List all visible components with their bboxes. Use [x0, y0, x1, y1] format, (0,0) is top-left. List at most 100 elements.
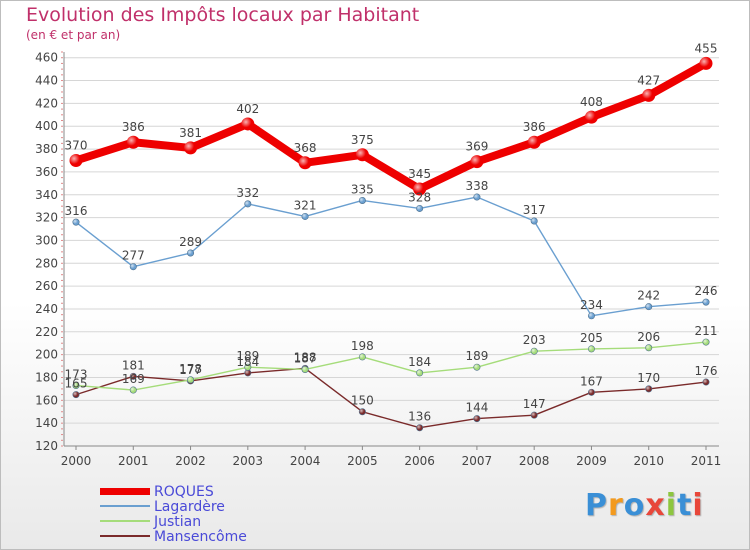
data-point-shine: [527, 135, 541, 149]
data-label: 381: [179, 126, 202, 140]
proxiti-logo: Proxiti: [585, 488, 704, 523]
data-point-shine: [244, 364, 252, 371]
data-label: 147: [523, 397, 546, 411]
data-label: 375: [351, 133, 374, 147]
data-label: 176: [695, 364, 718, 378]
data-point-shine: [72, 391, 80, 398]
data-point-shine: [642, 88, 656, 102]
data-label: 338: [465, 179, 488, 193]
x-tick-label: 2004: [290, 454, 321, 468]
data-label: 386: [122, 120, 145, 134]
legend-label-lagardere: Lagardère: [154, 499, 225, 515]
x-tick-label: 2009: [576, 454, 607, 468]
y-tick-label: 460: [35, 51, 58, 65]
data-label: 181: [122, 358, 145, 372]
data-point-shine: [645, 385, 652, 393]
data-point-shine: [413, 182, 427, 196]
data-label: 369: [465, 140, 488, 154]
data-point-shine: [126, 135, 140, 149]
logo-letter: i: [665, 488, 678, 523]
data-point-shine: [416, 424, 423, 431]
data-point-shine: [359, 197, 366, 204]
data-label: 386: [523, 120, 546, 134]
data-label: 234: [580, 298, 603, 312]
data-label: 317: [523, 203, 546, 217]
data-labels: 370 386 381 402 368 375 345 369 386 408 427 455 316 2…: [65, 41, 718, 423]
data-label: 242: [637, 289, 660, 303]
data-point-shine: [72, 218, 80, 226]
data-label: 184: [408, 355, 431, 369]
legend-swatch-justian: [100, 520, 150, 522]
y-tick-label: 340: [35, 188, 58, 202]
data-label: 332: [236, 186, 259, 200]
series-line-3: [75, 367, 707, 429]
x-tick-label: 2001: [118, 454, 149, 468]
logo-letter: x: [645, 488, 666, 523]
x-tick-label: 2006: [404, 454, 435, 468]
data-label: 368: [294, 141, 317, 155]
x-tick-label: 2005: [347, 454, 378, 468]
x-tick-label: 2011: [691, 454, 722, 468]
x-axis-ticks: 2000 2001 2002 2003 2004 2005 2006 2007 2008 2009…: [61, 446, 722, 468]
y-axis-ticks: 120 140 160 180 200 220 240 260 280 300 320 340 360 3…: [35, 51, 58, 453]
data-point-shine: [301, 366, 309, 373]
legend-label-roques: ROQUES: [154, 484, 214, 500]
y-tick-label: 140: [35, 416, 58, 430]
data-label: 178: [179, 362, 202, 376]
data-point-shine: [130, 386, 137, 394]
data-label: 150: [351, 394, 374, 408]
data-point-shine: [69, 153, 83, 167]
data-point-shine: [584, 110, 598, 124]
data-label: 328: [408, 190, 431, 204]
y-tick-label: 180: [35, 370, 58, 384]
data-point-shine: [470, 155, 484, 169]
data-label: 408: [580, 95, 603, 109]
data-label: 427: [637, 73, 660, 87]
data-point-shine: [298, 156, 312, 170]
data-label: 211: [695, 324, 718, 338]
data-label: 144: [465, 401, 488, 415]
data-label: 188: [294, 350, 317, 364]
data-label: 277: [122, 249, 145, 263]
data-label: 206: [637, 330, 660, 344]
logo-letter: t: [677, 488, 693, 523]
data-point-shine: [416, 205, 423, 212]
x-tick-label: 2000: [61, 454, 92, 468]
data-point-shine: [244, 200, 252, 208]
y-tick-label: 280: [35, 256, 58, 270]
y-tick-label: 360: [35, 165, 58, 179]
data-label: 184: [236, 355, 259, 369]
data-label: 167: [580, 374, 603, 388]
logo-letter: o: [623, 488, 646, 523]
x-tick-label: 2002: [175, 454, 206, 468]
y-tick-label: 300: [35, 233, 58, 247]
data-point-shine: [530, 217, 538, 225]
data-label: 187: [294, 351, 317, 365]
y-tick-label: 380: [35, 142, 58, 156]
data-label: 289: [179, 235, 202, 249]
data-label: 335: [351, 182, 374, 196]
x-tick-label: 2007: [462, 454, 493, 468]
series-line-2: [75, 341, 707, 391]
data-label: 455: [695, 41, 718, 55]
data-label: 345: [408, 167, 431, 181]
chart-subtitle: (en € et par an): [26, 28, 121, 42]
logo-letter: i: [692, 488, 704, 523]
legend-label-justian: Justian: [154, 514, 202, 530]
y-tick-label: 260: [35, 279, 58, 293]
data-label: 205: [580, 331, 603, 345]
data-point-shine: [416, 369, 423, 377]
data-label: 177: [179, 363, 202, 377]
y-tick-label: 440: [35, 74, 58, 88]
x-tick-label: 2003: [233, 454, 264, 468]
grid-lines: [64, 57, 719, 447]
data-label: 136: [408, 410, 431, 424]
data-point-shine: [530, 348, 538, 355]
data-label: 402: [236, 102, 259, 116]
data-point-shine: [473, 193, 481, 201]
data-point-shine: [702, 378, 710, 386]
data-point-shine: [187, 376, 194, 383]
data-point-shine: [359, 353, 366, 361]
series-lines: [69, 56, 713, 432]
